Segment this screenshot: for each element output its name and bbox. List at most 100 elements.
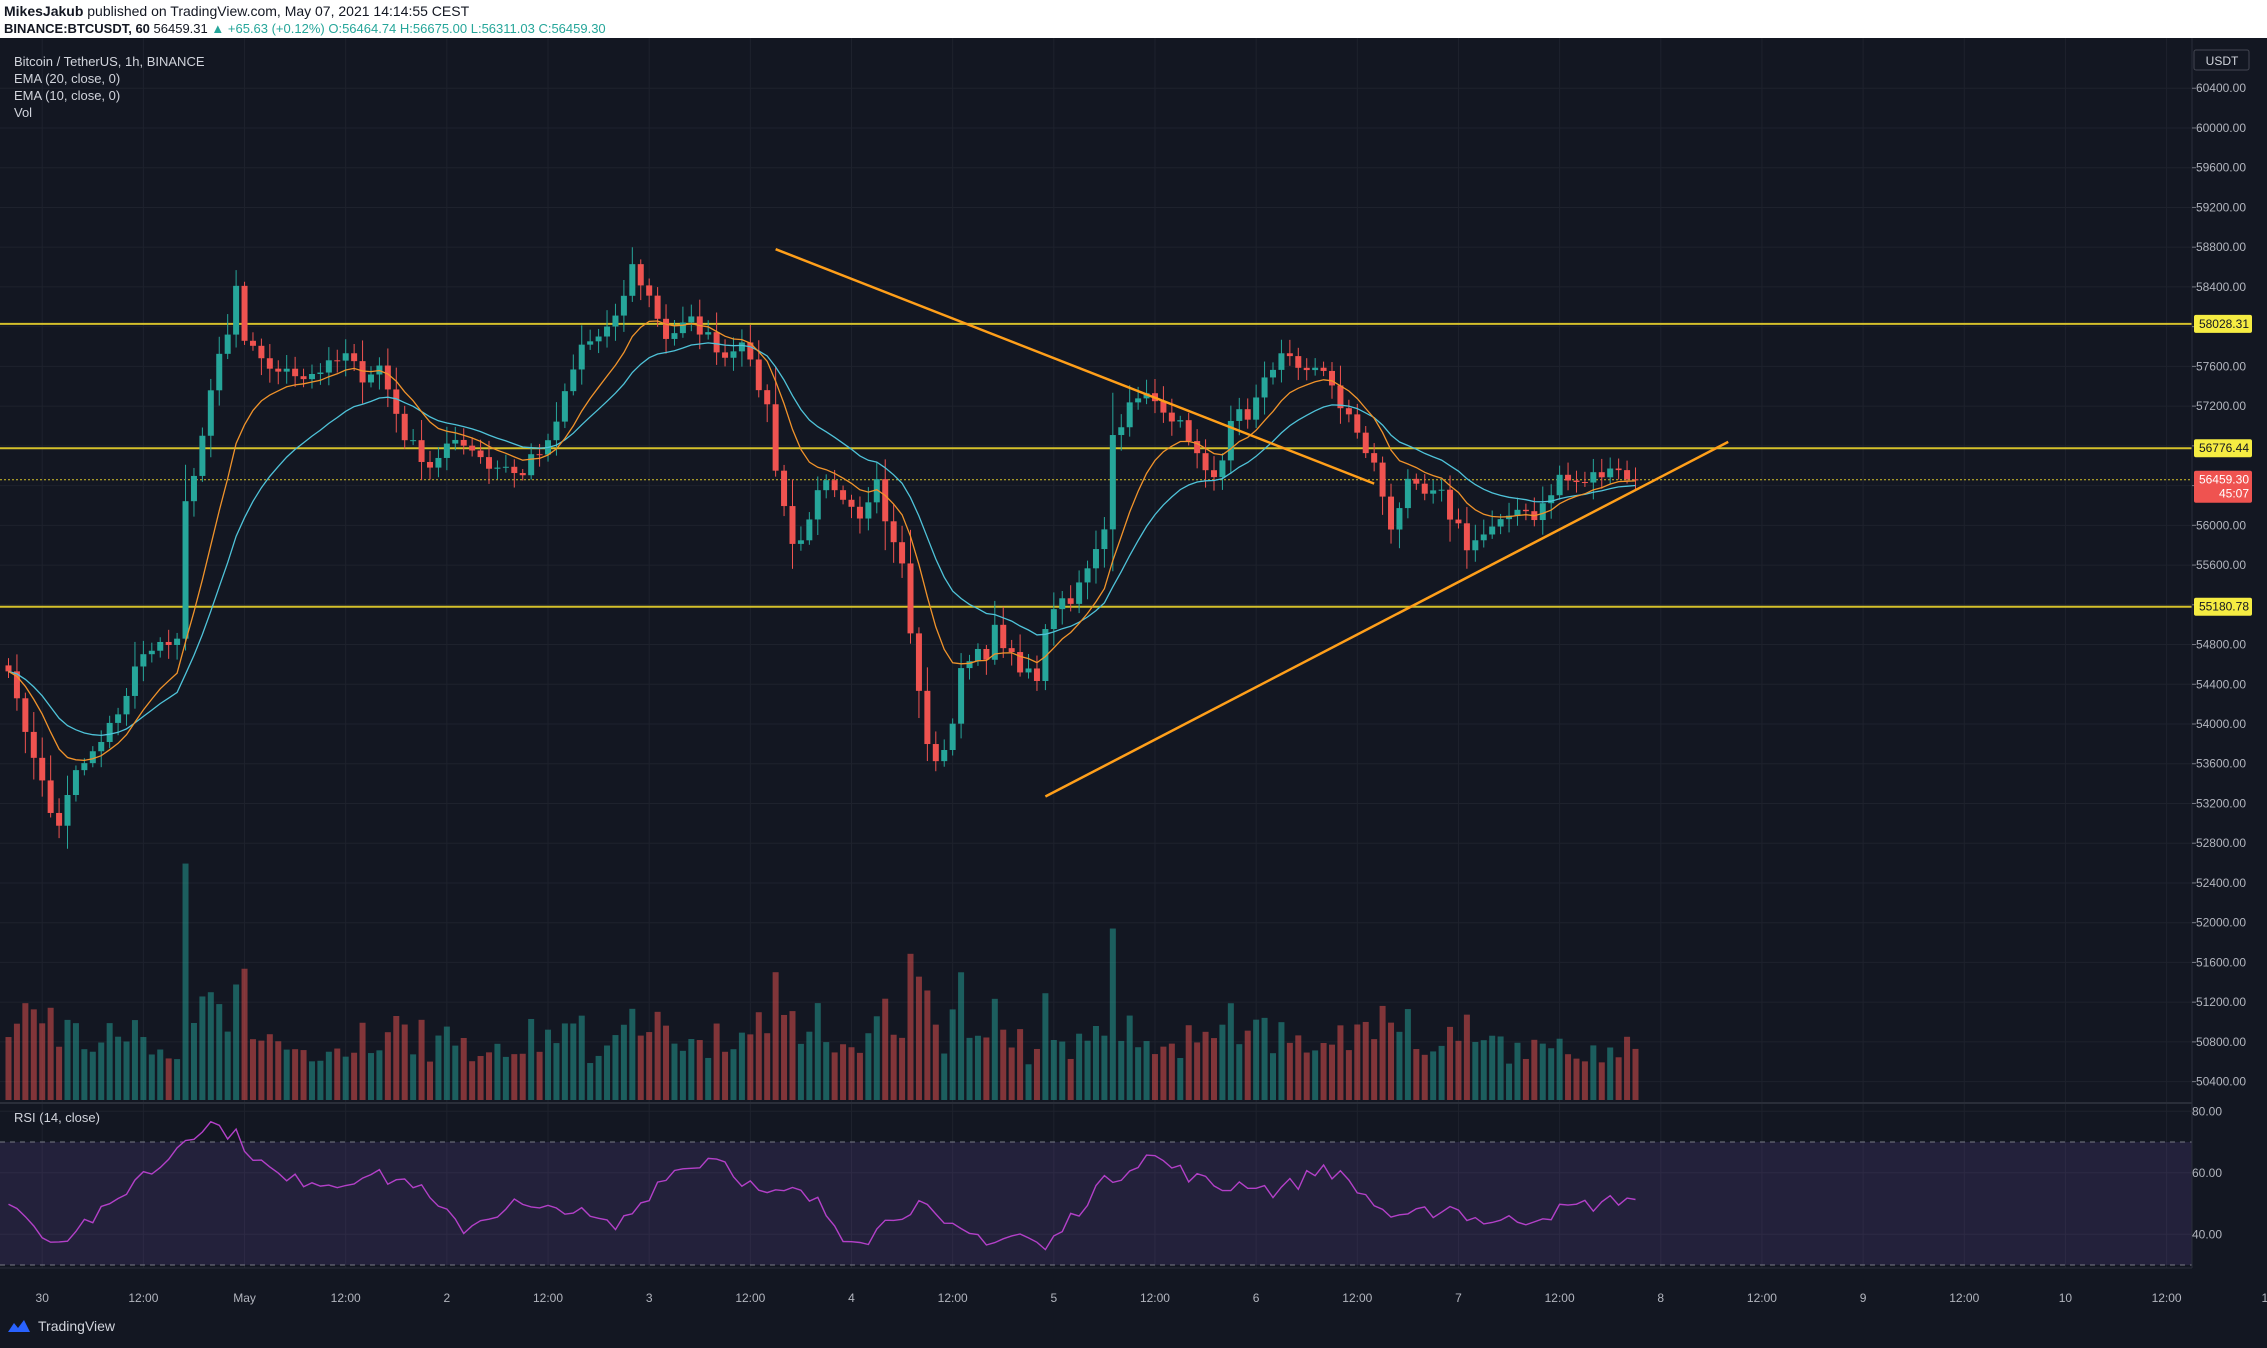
volume-bar xyxy=(1337,1025,1344,1100)
volume-bar xyxy=(974,1035,981,1100)
candle-body xyxy=(1413,478,1420,484)
volume-bar xyxy=(30,1009,37,1100)
legend-ema10[interactable]: EMA (10, close, 0) xyxy=(14,88,121,103)
volume-bar xyxy=(1067,1058,1074,1100)
rsi-legend[interactable]: RSI (14, close) xyxy=(14,1110,100,1125)
tradingview-logo[interactable]: TradingView xyxy=(6,1318,115,1334)
legend-ema20[interactable]: EMA (20, close, 0) xyxy=(14,71,121,86)
footer xyxy=(0,1310,2267,1348)
candle-body xyxy=(629,264,636,296)
volume-bar xyxy=(1000,1029,1007,1100)
volume-bar xyxy=(283,1049,290,1100)
volume-bar xyxy=(359,1022,366,1100)
legend-vol[interactable]: Vol xyxy=(14,105,33,120)
volume-bar xyxy=(966,1037,973,1100)
price-chart[interactable]: 60400.00 60000.00 59600.00 59200.00 58800.00… xyxy=(0,0,2267,1310)
volume-bar xyxy=(1312,1050,1319,1100)
time-tick-label: 12:00 xyxy=(735,1291,765,1305)
time-tick-label: 12:00 xyxy=(1140,1291,1170,1305)
candle-body xyxy=(106,722,113,742)
volume-bar xyxy=(1581,1061,1588,1100)
currency-button[interactable]: USDT xyxy=(2193,49,2250,71)
volume-bar xyxy=(13,1023,20,1100)
candle-body xyxy=(1320,367,1327,371)
volume-bar xyxy=(81,1049,88,1100)
candle-body xyxy=(1345,408,1352,415)
volume-bar xyxy=(1219,1024,1226,1100)
volume-bar xyxy=(772,972,779,1100)
volume-bar xyxy=(1135,1047,1142,1100)
rsi-band xyxy=(0,1141,2192,1266)
candle-body xyxy=(1017,652,1024,673)
price-tick-label: 50800.00 xyxy=(2196,1035,2246,1049)
volume-bar xyxy=(233,984,240,1100)
rsi-tick-label: 60.00 xyxy=(2192,1166,2222,1180)
candle-body xyxy=(241,285,248,341)
candle-body xyxy=(89,751,96,764)
volume-bar xyxy=(1489,1035,1496,1100)
candle-body xyxy=(1522,509,1529,512)
price-tick-label: 52800.00 xyxy=(2196,836,2246,850)
volume-bar xyxy=(22,1003,29,1100)
volume-bar xyxy=(747,1034,754,1100)
candle-body xyxy=(856,506,863,519)
countdown-label: 45:07 xyxy=(2219,487,2249,501)
volume-bar xyxy=(713,1023,720,1100)
volume-bar xyxy=(932,1024,939,1100)
legend-title[interactable]: Bitcoin / TetherUS, 1h, BINANCE xyxy=(14,54,205,69)
volume-bar xyxy=(781,1014,788,1100)
price-axis[interactable]: 60400.00 60000.00 59600.00 59200.00 58800.00… xyxy=(2191,38,2246,1268)
author-name[interactable]: MikesJakub xyxy=(4,3,84,19)
volume-bar xyxy=(840,1044,847,1100)
volume-bar xyxy=(1329,1044,1336,1100)
candle-body xyxy=(764,390,771,405)
candle-body xyxy=(1067,598,1074,604)
price-tick-label: 51600.00 xyxy=(2196,955,2246,969)
candle-body xyxy=(384,365,391,390)
candle-body xyxy=(199,435,206,476)
volume-bar xyxy=(570,1023,577,1100)
volume-bar xyxy=(325,1051,332,1100)
volume-bar xyxy=(823,1042,830,1100)
volume-bar xyxy=(865,1033,872,1100)
candle-body xyxy=(671,333,678,339)
candle-body xyxy=(966,661,973,669)
candle-body xyxy=(511,466,518,474)
time-tick-label: 12:00 xyxy=(533,1291,563,1305)
candle-body xyxy=(486,457,493,469)
time-tick-label: 12:00 xyxy=(1545,1291,1575,1305)
time-axis[interactable]: 30 12:00 May 12:00 2 12:00 3 12:00 4 12:00 5 12:00 6… xyxy=(0,1267,2267,1305)
volume-bar xyxy=(342,1056,349,1100)
volume-bar xyxy=(1210,1038,1217,1100)
volume-bar xyxy=(1286,1042,1293,1100)
volume-bar xyxy=(705,1057,712,1100)
volume-bar xyxy=(1480,1040,1487,1100)
candle-body xyxy=(620,295,627,316)
volume-bar xyxy=(1025,1064,1032,1100)
candle-body xyxy=(915,633,922,691)
candle-body xyxy=(266,358,273,369)
candle-body xyxy=(123,695,130,715)
candle-body xyxy=(1379,462,1386,497)
candle-body xyxy=(1135,398,1142,403)
candle-body xyxy=(713,332,720,353)
candle-body xyxy=(367,374,374,383)
candle-body xyxy=(1337,385,1344,409)
volume-bar xyxy=(949,1009,956,1100)
volume-bar xyxy=(1404,1009,1411,1100)
candle-body xyxy=(679,322,686,334)
time-tick-label: 10 xyxy=(2059,1291,2073,1305)
candle-body xyxy=(1556,474,1563,496)
volume-bar xyxy=(1556,1038,1563,1100)
candle-body xyxy=(738,342,745,352)
candle-body xyxy=(1303,367,1310,371)
candle-body xyxy=(1202,453,1209,471)
volume-bar xyxy=(991,998,998,1100)
candle-body xyxy=(30,731,37,758)
candle-body xyxy=(1590,472,1597,483)
candle-body xyxy=(1278,353,1285,370)
volume-bar xyxy=(241,968,248,1100)
level-tag-bg xyxy=(2194,439,2252,458)
volume-bar xyxy=(367,1053,374,1100)
volume-bar xyxy=(1497,1036,1504,1100)
